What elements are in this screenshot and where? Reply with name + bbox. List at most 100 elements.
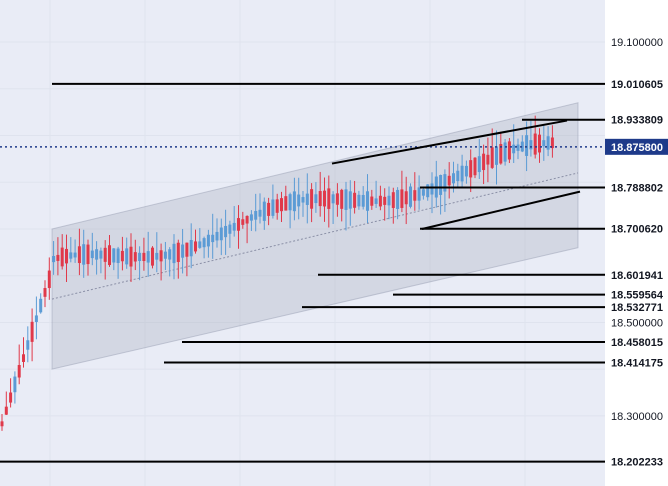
candle-body: [168, 249, 172, 260]
candles: [0, 115, 554, 431]
level-label: 19.010605: [611, 79, 663, 91]
grid-lines: [0, 0, 605, 486]
candle-body: [353, 192, 357, 208]
candle-body: [413, 190, 417, 201]
candle-body: [473, 157, 477, 176]
level-label: 18.700620: [611, 224, 663, 236]
candle-body: [56, 254, 60, 261]
level-label-box: [605, 286, 668, 303]
candle-body: [176, 242, 180, 262]
candle-body: [142, 252, 146, 262]
candle-body: [215, 231, 219, 241]
candle-body: [146, 251, 150, 263]
candle-body: [542, 140, 546, 147]
current-price-label: 18.875800: [611, 142, 663, 154]
candle-body: [112, 248, 116, 263]
candle-body: [245, 215, 249, 224]
regression-channel: [51, 102, 579, 370]
level-label-box: [605, 299, 668, 316]
level-label-box: [605, 453, 668, 470]
candle-body: [69, 252, 73, 259]
candle-body: [103, 247, 107, 262]
candle-body: [370, 196, 374, 206]
horizontal-levels: [0, 82, 605, 463]
candle-body: [391, 192, 395, 208]
candle-body: [86, 244, 90, 265]
candle-body: [404, 191, 408, 205]
candle-body: [99, 250, 103, 259]
candle-body: [228, 224, 232, 234]
candle-body: [206, 234, 210, 247]
candle-body: [516, 144, 520, 151]
candle-body: [447, 175, 451, 186]
candle-body: [503, 142, 507, 162]
candle-body: [275, 199, 279, 213]
y-tick-label: 18.500000: [611, 317, 663, 329]
candle-body: [550, 137, 554, 149]
plot-background: [0, 0, 605, 486]
candle-body: [495, 146, 498, 165]
candle-body: [464, 165, 468, 177]
candle-body: [159, 250, 163, 262]
trendline: [331, 119, 568, 165]
candle-body: [331, 194, 335, 204]
candle-body: [546, 136, 550, 150]
candle-body: [39, 298, 43, 313]
level-label: 18.559564: [611, 290, 664, 302]
candle-body: [73, 252, 77, 258]
candle-body: [138, 252, 142, 262]
candle-body: [409, 186, 412, 207]
channel-band: [51, 102, 579, 370]
candle-body: [525, 135, 529, 156]
candle-body: [0, 421, 4, 427]
candle-body: [417, 187, 421, 201]
candle-body: [297, 194, 301, 207]
level-label: 18.933809: [611, 115, 663, 127]
current-price-box: [605, 138, 668, 155]
trendline: [421, 190, 581, 230]
candle-body: [26, 340, 30, 350]
level-label: 18.202233: [611, 457, 663, 469]
candle-body: [116, 248, 120, 264]
candle-body: [133, 252, 137, 262]
candle-body: [327, 188, 331, 209]
trendlines: [331, 119, 581, 230]
candle-body: [421, 189, 425, 196]
candle-body: [335, 193, 339, 205]
candle-body: [280, 198, 283, 212]
candle-body: [9, 392, 13, 403]
candle-body: [323, 190, 326, 207]
candle-body: [507, 141, 511, 160]
candle-body: [258, 209, 262, 217]
candle-body: [520, 141, 524, 152]
candle-body: [52, 255, 56, 263]
candle-body: [22, 354, 25, 362]
candle-body: [533, 133, 537, 155]
level-label: 18.601941: [611, 270, 663, 282]
candle-body: [108, 245, 111, 266]
candle-body: [262, 201, 266, 221]
candle-body: [288, 194, 292, 211]
candle-body: [4, 406, 8, 415]
candle-body: [430, 183, 434, 195]
candle-body: [512, 144, 516, 154]
level-label-box: [605, 266, 668, 283]
candle-body: [95, 249, 99, 260]
candle-body: [400, 189, 404, 208]
candle-body: [305, 193, 309, 205]
candle-body: [439, 174, 443, 195]
candle-body: [77, 246, 81, 264]
level-label-box: [605, 111, 668, 128]
candle-body: [90, 250, 94, 259]
candle-body: [211, 234, 215, 243]
candle-body: [185, 242, 189, 257]
level-label: 18.458015: [611, 337, 663, 349]
candle-body: [452, 173, 455, 184]
candle-body: [374, 198, 378, 204]
candle-body: [163, 251, 167, 259]
candle-body: [232, 222, 236, 231]
candle-body: [47, 270, 51, 289]
candle-body: [469, 160, 473, 178]
level-label-box: [605, 220, 668, 237]
